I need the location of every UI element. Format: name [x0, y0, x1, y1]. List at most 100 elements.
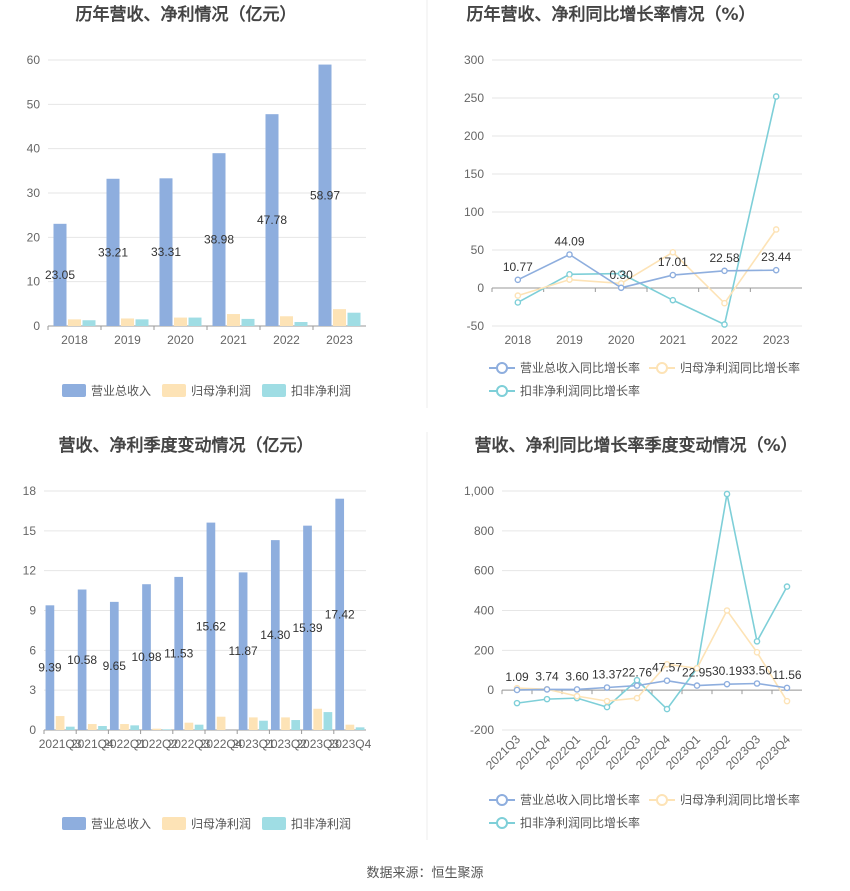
legend-swatch	[162, 817, 186, 830]
legend-item: 归母净利润	[162, 384, 251, 398]
y-tick-label: 12	[23, 564, 37, 578]
data-label: 23.05	[45, 268, 75, 282]
legend-item: 归母净利润同比增长率	[649, 792, 800, 807]
y-tick-label: 400	[474, 604, 494, 618]
data-label: 22.76	[622, 666, 652, 680]
point	[513, 686, 521, 694]
legend-label: 营业总收入同比增长率	[520, 792, 640, 807]
point	[721, 267, 728, 275]
chart-panel-1: 历年营收、净利情况（亿元） 0 10 20 30 40 50 60 2018 2019 2020 20…	[27, 4, 366, 398]
data-label: 13.37	[592, 668, 622, 682]
series-line	[517, 96, 777, 326]
bar	[355, 727, 365, 730]
point	[514, 276, 522, 284]
legend-label: 归母净利润同比增长率	[680, 360, 800, 375]
bar	[109, 601, 119, 730]
data-label: 15.62	[196, 619, 226, 633]
y-tick-label: -200	[470, 723, 494, 737]
point	[633, 682, 641, 689]
point	[669, 248, 677, 256]
bar	[323, 712, 333, 730]
bar	[280, 316, 293, 326]
x-tick-label: 2021Q3	[39, 737, 82, 751]
data-label: 9.65	[103, 659, 127, 673]
legend-swatch	[262, 384, 286, 397]
legend-swatch-marker	[496, 794, 508, 806]
bar	[212, 153, 226, 326]
bar	[159, 178, 173, 326]
data-label: 1.09	[505, 670, 529, 684]
point	[603, 684, 611, 691]
bar	[130, 725, 140, 730]
bar	[216, 716, 226, 730]
y-tick-label: 100	[464, 205, 484, 219]
y-tick-label: 9	[29, 604, 36, 618]
x-tick-label: 2023Q2	[264, 737, 307, 751]
data-label: 10.58	[67, 653, 97, 667]
bar	[345, 724, 355, 730]
legend-label: 归母净利润	[191, 384, 251, 398]
chart-title: 历年营收、净利情况（亿元）	[76, 4, 297, 25]
chart-title: 营收、净利季度变动情况（亿元）	[59, 435, 314, 456]
x-tick-label: 2022Q2	[135, 737, 178, 751]
y-tick-label: 15	[23, 524, 37, 538]
legend-item: 营业总收入	[62, 817, 151, 831]
y-tick-label: 18	[23, 484, 37, 498]
legend-label: 营业总收入同比增长率	[520, 360, 640, 375]
point	[783, 697, 791, 705]
legend-swatch	[262, 817, 286, 830]
point	[721, 299, 728, 307]
legend-label: 扣非净利润	[291, 817, 351, 831]
legend-swatch	[62, 384, 86, 397]
bar	[318, 64, 332, 326]
point	[633, 694, 641, 702]
data-label: 33.31	[151, 245, 181, 259]
data-label: 0.30	[609, 268, 633, 282]
data-label: 58.97	[310, 188, 340, 202]
chart-panel-4: 营收、净利同比增长率季度变动情况（%） -200 0 200 400 600 800 1,00…	[464, 435, 802, 830]
x-tick-label: 2022	[711, 333, 738, 347]
series-line	[517, 229, 777, 305]
chart-panel-3: 营收、净利季度变动情况（亿元）03691215182021Q32021Q4202…	[23, 435, 372, 831]
point	[663, 660, 671, 668]
bar	[45, 605, 55, 730]
x-tick-label: 2020	[608, 333, 635, 347]
point	[617, 270, 625, 277]
point	[513, 699, 521, 707]
point	[753, 680, 761, 687]
legend-label: 扣非净利润	[291, 384, 351, 398]
y-tick-label: 50	[27, 97, 41, 111]
point	[603, 703, 611, 711]
bar	[265, 114, 279, 327]
point	[669, 296, 677, 304]
legend-item: 归母净利润同比增长率	[649, 360, 800, 375]
point	[543, 695, 551, 703]
bar	[347, 312, 361, 326]
data-label: 3.74	[535, 669, 559, 683]
legend-label: 归母净利润同比增长率	[680, 792, 800, 807]
bar	[303, 525, 312, 730]
bar	[162, 729, 172, 730]
legend-swatch	[62, 817, 86, 830]
point	[669, 271, 677, 279]
bar	[248, 717, 258, 730]
y-tick-label: 0	[29, 723, 36, 737]
bar	[174, 576, 184, 730]
point	[514, 292, 522, 299]
data-label: 11.53	[164, 646, 193, 660]
bar	[238, 572, 248, 730]
y-tick-label: 150	[464, 167, 484, 181]
point	[573, 686, 581, 693]
bar	[281, 717, 290, 730]
x-tick-label: 2021	[220, 333, 247, 347]
bar	[227, 314, 240, 326]
legend-item: 归母净利润	[162, 817, 251, 831]
x-tick-label: 2023Q4	[753, 732, 793, 772]
bar	[53, 223, 67, 326]
bar	[120, 724, 129, 730]
point	[663, 705, 671, 713]
data-label: 3.60	[565, 669, 589, 683]
legend-label: 归母净利润	[191, 817, 251, 831]
point	[566, 251, 573, 258]
data-label: 22.95	[682, 666, 712, 680]
